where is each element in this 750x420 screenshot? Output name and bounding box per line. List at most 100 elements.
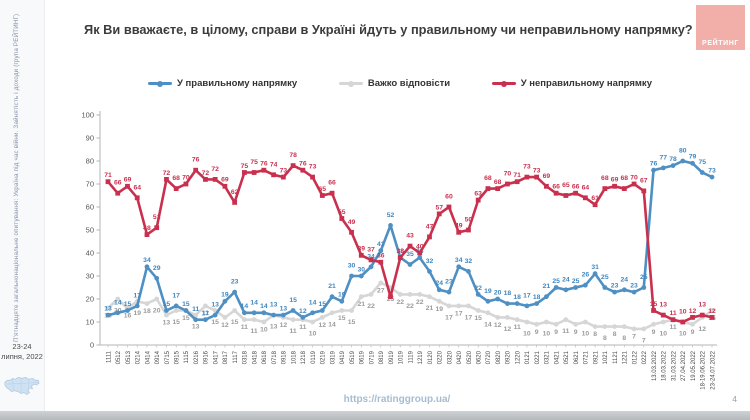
data-point-wrong-direction bbox=[368, 257, 374, 263]
data-point-right-direction bbox=[349, 273, 354, 279]
data-label-hard-to-say: 12 bbox=[494, 322, 502, 329]
data-point-right-direction bbox=[631, 289, 637, 295]
x-axis-label: 1117 bbox=[233, 350, 239, 363]
data-point-right-direction bbox=[641, 285, 647, 290]
data-point-right-direction bbox=[319, 308, 325, 313]
data-point-hard-to-say bbox=[475, 308, 481, 313]
data-label-hard-to-say: 15 bbox=[211, 319, 219, 326]
data-point-right-direction bbox=[475, 292, 481, 297]
data-point-wrong-direction bbox=[261, 167, 267, 173]
data-label-right-direction: 25 bbox=[601, 274, 609, 281]
rating-logo: РЕЙТИНГ bbox=[696, 5, 745, 50]
x-axis-label: 0216 bbox=[194, 350, 200, 364]
data-label-right-direction: 19 bbox=[338, 292, 346, 299]
data-label-right-direction: 24 bbox=[435, 280, 443, 287]
data-point-wrong-direction bbox=[621, 186, 627, 191]
data-point-wrong-direction bbox=[699, 312, 705, 318]
data-label-wrong-direction: 13 bbox=[660, 302, 668, 309]
data-label-right-direction: 41 bbox=[377, 241, 385, 248]
data-point-right-direction bbox=[621, 287, 627, 293]
x-axis-label: 0121 bbox=[525, 350, 531, 364]
y-axis-label: 30 bbox=[86, 272, 94, 281]
x-axis-label: 1218 bbox=[301, 350, 307, 364]
data-point-right-direction bbox=[543, 294, 549, 300]
data-point-right-direction bbox=[232, 289, 238, 295]
data-point-wrong-direction bbox=[212, 177, 218, 182]
y-axis-label: 10 bbox=[86, 318, 94, 327]
data-label-hard-to-say: 17 bbox=[445, 314, 453, 321]
data-label-right-direction: 18 bbox=[513, 294, 521, 301]
x-axis-label: 0920 bbox=[506, 350, 512, 364]
data-point-wrong-direction bbox=[407, 243, 413, 249]
data-label-right-direction: 25 bbox=[552, 278, 560, 285]
data-label-hard-to-say: 8 bbox=[622, 335, 626, 342]
data-point-right-direction bbox=[514, 301, 520, 306]
data-label-wrong-direction: 73 bbox=[523, 164, 531, 171]
data-point-right-direction bbox=[144, 264, 150, 270]
data-label-wrong-direction: 12 bbox=[689, 308, 697, 315]
data-label-hard-to-say: 18 bbox=[143, 308, 151, 315]
x-axis-label: 0319 bbox=[330, 350, 336, 364]
data-point-right-direction bbox=[670, 163, 676, 169]
data-label-hard-to-say: 19 bbox=[435, 306, 443, 313]
data-point-right-direction bbox=[222, 298, 228, 304]
data-label-hard-to-say: 8 bbox=[593, 331, 597, 338]
data-point-hard-to-say bbox=[582, 319, 588, 325]
data-label-wrong-direction: 48 bbox=[143, 225, 151, 232]
data-label-right-direction: 77 bbox=[660, 154, 668, 161]
legend-item-wrong-direction: У неправильному напрямку bbox=[491, 78, 652, 89]
data-label-wrong-direction: 60 bbox=[445, 194, 453, 201]
data-label-right-direction: 35 bbox=[406, 251, 414, 258]
data-point-wrong-direction bbox=[573, 190, 579, 196]
data-point-wrong-direction bbox=[485, 186, 491, 191]
data-point-hard-to-say bbox=[310, 319, 315, 325]
x-axis-label: 0919 bbox=[389, 350, 395, 364]
data-point-wrong-direction bbox=[670, 317, 676, 323]
data-point-wrong-direction bbox=[310, 174, 315, 180]
data-point-hard-to-say bbox=[105, 305, 111, 311]
data-label-hard-to-say: 9 bbox=[652, 329, 656, 336]
x-axis-label: 0222 bbox=[642, 350, 648, 364]
x-axis-label: 18-19.06.2022 bbox=[701, 350, 707, 389]
x-axis-label: 0918 bbox=[282, 350, 288, 364]
data-point-right-direction bbox=[212, 312, 218, 318]
data-label-right-direction: 32 bbox=[465, 258, 473, 265]
footer-url-link[interactable]: https://ratinggroup.ua/ bbox=[343, 394, 451, 405]
x-axis-label: 1219 bbox=[418, 350, 424, 364]
data-label-wrong-direction: 73 bbox=[280, 168, 288, 175]
data-label-right-direction: 26 bbox=[582, 272, 590, 279]
data-point-right-direction bbox=[290, 308, 296, 313]
x-axis-label: 0921 bbox=[593, 350, 599, 364]
data-point-hard-to-say bbox=[427, 294, 432, 300]
data-point-hard-to-say bbox=[232, 308, 238, 313]
x-axis-label: 0419 bbox=[340, 350, 346, 364]
data-label-right-direction: 23 bbox=[445, 279, 453, 286]
data-label-right-direction: 29 bbox=[153, 265, 161, 272]
data-label-right-direction: 31 bbox=[591, 264, 599, 271]
data-label-hard-to-say: 12 bbox=[698, 326, 706, 333]
data-label-hard-to-say: 10 bbox=[309, 331, 317, 338]
survey-date: 23-24 липня, 2022 bbox=[1, 342, 43, 361]
data-point-right-direction bbox=[105, 312, 111, 318]
data-point-hard-to-say bbox=[690, 321, 695, 327]
data-point-wrong-direction bbox=[222, 183, 228, 189]
x-axis-label: 0620 bbox=[476, 350, 482, 364]
data-label-hard-to-say: 22 bbox=[396, 299, 404, 306]
x-axis-label: 13.03.2022 bbox=[652, 350, 658, 381]
data-label-wrong-direction: 47 bbox=[426, 223, 434, 230]
x-axis-label: 0719 bbox=[369, 350, 375, 364]
x-axis-label: 0219 bbox=[321, 350, 327, 364]
data-label-wrong-direction: 36 bbox=[377, 253, 385, 260]
data-label-wrong-direction: 65 bbox=[319, 186, 327, 193]
x-axis-label: 0720 bbox=[486, 350, 492, 364]
data-label-right-direction: 15 bbox=[289, 297, 297, 304]
y-axis-label: 50 bbox=[86, 226, 94, 235]
data-label-wrong-direction: 62 bbox=[231, 189, 239, 196]
data-point-right-direction bbox=[680, 158, 686, 164]
data-label-right-direction: 22 bbox=[474, 285, 482, 292]
data-point-hard-to-say bbox=[319, 315, 325, 320]
data-label-hard-to-say: 17 bbox=[202, 310, 210, 317]
data-label-hard-to-say: 27 bbox=[377, 287, 385, 294]
rating-logo-label: РЕЙТИНГ bbox=[702, 40, 739, 47]
data-point-hard-to-say bbox=[261, 319, 267, 325]
